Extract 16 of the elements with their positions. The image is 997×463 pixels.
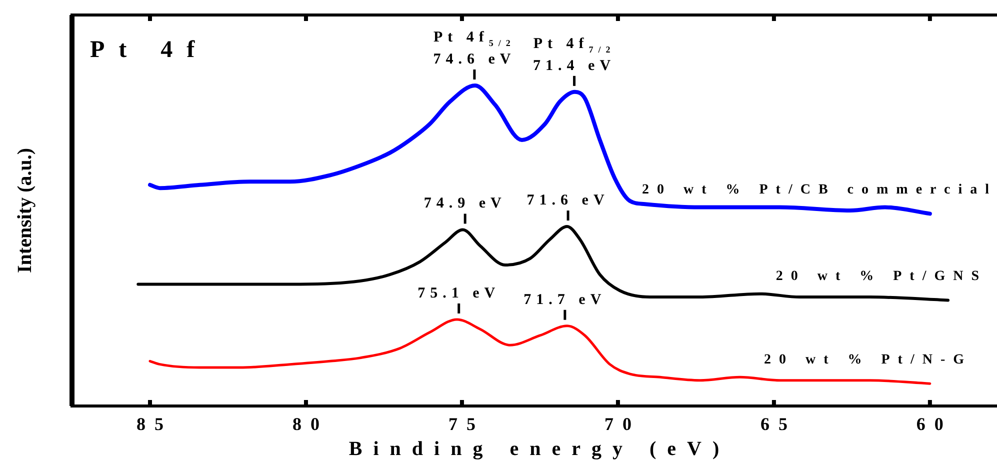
series-label: 20 wt % Pt/CB commercial xyxy=(642,182,997,198)
series-label: 20 wt % Pt/N-G xyxy=(764,352,972,368)
x-tick-label: 85 xyxy=(136,414,172,434)
x-tick-label: 60 xyxy=(916,414,952,434)
x-axis-title: Binding energy (eV) xyxy=(348,438,730,460)
y-axis-title: Intensity (a.u.) xyxy=(14,148,36,274)
x-tick-label: 75 xyxy=(448,414,484,434)
x-tick-label: 70 xyxy=(604,414,640,434)
annotation: 75.1 eV xyxy=(418,285,500,302)
x-tick-label: 65 xyxy=(760,414,796,434)
annotation: 71.6 eV xyxy=(526,192,610,209)
text: Pt 4f xyxy=(90,37,209,63)
annotation: 74.9 eV xyxy=(424,196,506,212)
x-tick-label: 80 xyxy=(292,414,328,434)
annotation: 71.7 eV xyxy=(524,292,606,308)
series-label: 20 wt % Pt/GNS xyxy=(776,269,987,284)
